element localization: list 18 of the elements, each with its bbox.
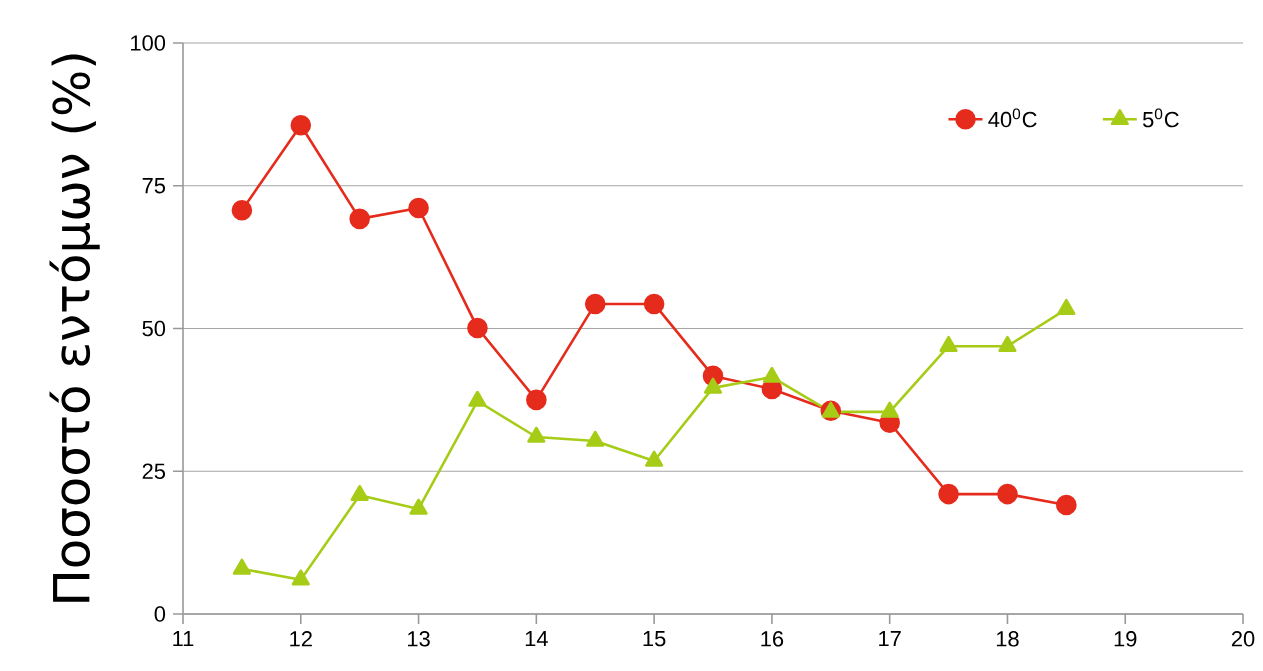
y-tick-label: 25 xyxy=(142,463,166,480)
x-tick-label: 19 xyxy=(1114,631,1137,647)
y-tick-label: 75 xyxy=(142,178,166,194)
legend-label: 40$^{0}$C xyxy=(988,108,1037,128)
x-tick-label: 13 xyxy=(408,631,430,647)
x-tick-label: 14 xyxy=(525,631,548,647)
y-tick-label: 100 xyxy=(131,35,166,51)
y-tick-label: 50 xyxy=(142,320,166,337)
x-tick-label: 17 xyxy=(879,631,901,647)
y-axis-title: Ποσοστό εντόμων (%) xyxy=(49,54,100,602)
x-tick-label: 11 xyxy=(173,631,194,647)
x-tick-label: 20 xyxy=(1231,631,1255,647)
x-tick-label: 15 xyxy=(643,631,666,647)
x-tick-label: 18 xyxy=(996,631,1019,647)
x-tick-label: 12 xyxy=(290,631,312,647)
x-tick-label: 16 xyxy=(761,631,784,647)
legend-label: 5$^{0}$C xyxy=(1142,108,1179,128)
y-tick-label: 0 xyxy=(154,606,166,622)
